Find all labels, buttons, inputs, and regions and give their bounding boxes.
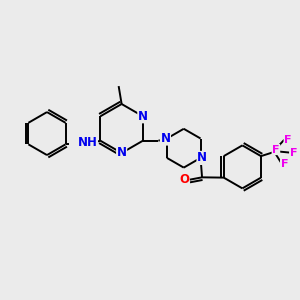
Text: O: O: [179, 173, 189, 186]
Text: F: F: [280, 160, 288, 170]
Text: F: F: [290, 148, 297, 158]
Text: N: N: [138, 110, 148, 123]
Text: NH: NH: [77, 136, 98, 149]
Text: N: N: [197, 152, 207, 164]
Text: N: N: [160, 132, 170, 145]
Text: N: N: [117, 146, 127, 160]
Text: F: F: [272, 145, 280, 154]
Text: F: F: [284, 135, 292, 145]
